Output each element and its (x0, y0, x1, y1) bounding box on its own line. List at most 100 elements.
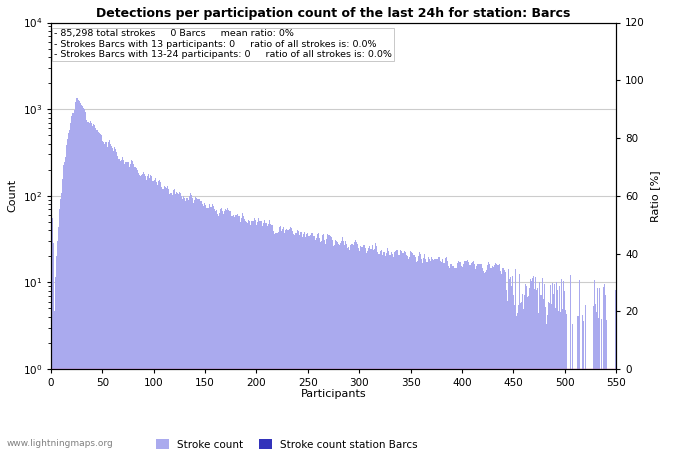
Bar (301, 232, 302, 450)
Bar (300, 232, 301, 450)
Bar (214, 209, 215, 450)
Bar (85, 112, 87, 450)
Bar (580, 369, 582, 450)
Bar (312, 233, 314, 450)
Bar (554, 284, 555, 450)
Bar (491, 268, 492, 450)
Bar (182, 199, 183, 450)
Bar (183, 196, 184, 450)
Bar (524, 295, 525, 450)
Bar (595, 305, 596, 450)
Bar (109, 140, 110, 450)
Stroke ratio station Barcs (48, 366, 56, 372)
Bar (100, 134, 101, 450)
Bar (195, 197, 197, 450)
Bar (116, 152, 118, 450)
Bar (604, 284, 606, 450)
Bar (498, 265, 499, 450)
Bar (119, 159, 120, 450)
Bar (401, 251, 402, 450)
Bar (90, 123, 92, 450)
Bar (202, 206, 204, 450)
Bar (219, 213, 220, 450)
Title: Detections per participation count of the last 24h for station: Barcs: Detections per participation count of th… (97, 7, 570, 20)
Bar (514, 270, 516, 450)
Bar (337, 242, 338, 450)
Bar (297, 230, 298, 450)
Bar (463, 264, 465, 450)
Bar (598, 318, 599, 450)
Bar (241, 213, 243, 450)
Bar (584, 305, 586, 450)
Bar (568, 369, 569, 450)
Bar (67, 139, 68, 450)
Stroke ratio station Barcs (545, 366, 554, 372)
Bar (470, 263, 472, 450)
Bar (368, 248, 369, 450)
Bar (347, 248, 349, 450)
Bar (367, 251, 368, 450)
Bar (542, 299, 544, 450)
Bar (232, 216, 233, 450)
Bar (420, 254, 421, 450)
Bar (284, 233, 285, 450)
Bar (374, 249, 375, 450)
Bar (322, 235, 323, 450)
Bar (185, 201, 186, 450)
Bar (96, 130, 97, 450)
Bar (224, 212, 225, 450)
Bar (81, 105, 83, 450)
Bar (158, 181, 160, 450)
Bar (442, 259, 443, 450)
Bar (412, 252, 413, 450)
Bar (430, 256, 432, 450)
Bar (499, 264, 500, 450)
Bar (99, 133, 100, 450)
Bar (189, 196, 190, 450)
Bar (611, 369, 612, 450)
Bar (294, 235, 295, 450)
Bar (402, 253, 404, 450)
Bar (218, 216, 219, 450)
Bar (105, 142, 106, 450)
Bar (262, 226, 263, 450)
Bar (567, 369, 568, 450)
Bar (408, 259, 409, 450)
Bar (123, 160, 125, 450)
Bar (409, 256, 410, 450)
Bar (141, 175, 142, 450)
Bar (336, 241, 337, 450)
Bar (393, 252, 395, 450)
Bar (353, 246, 354, 450)
Bar (114, 148, 116, 450)
Bar (404, 252, 405, 450)
Bar (414, 255, 415, 450)
Bar (83, 108, 85, 450)
Bar (293, 234, 294, 450)
Bar (204, 206, 206, 450)
Bar (563, 281, 564, 450)
Bar (526, 286, 527, 450)
Bar (615, 289, 617, 450)
Bar (258, 218, 259, 450)
Bar (310, 234, 312, 450)
Bar (400, 250, 401, 450)
Bar (343, 241, 344, 450)
Bar (138, 173, 139, 450)
Bar (482, 268, 483, 450)
Bar (519, 274, 520, 450)
Bar (76, 98, 77, 450)
Bar (127, 162, 129, 450)
Bar (65, 158, 66, 450)
Bar (298, 231, 299, 450)
Bar (142, 174, 143, 450)
Bar (450, 265, 451, 450)
Bar (413, 255, 414, 450)
Bar (181, 196, 182, 450)
Bar (187, 198, 188, 450)
Bar (277, 232, 279, 450)
Bar (62, 179, 63, 450)
Bar (164, 187, 166, 450)
Bar (577, 369, 578, 450)
Bar (399, 255, 400, 450)
